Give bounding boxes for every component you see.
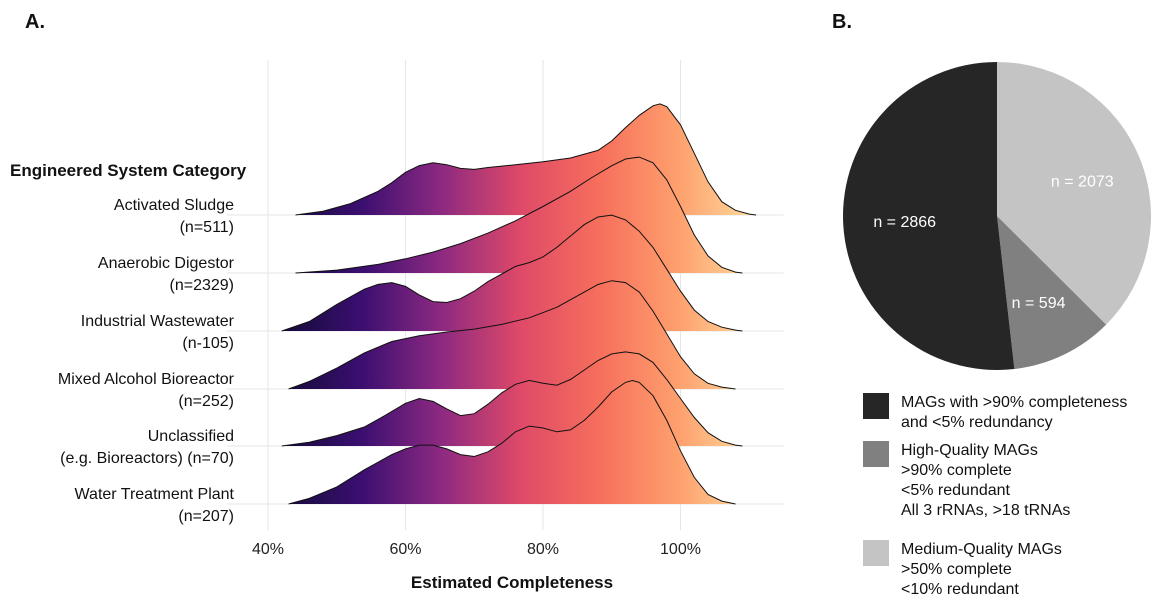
category-count-1: (n=2329) <box>170 277 235 294</box>
category-count-5: (n=207) <box>178 508 234 525</box>
x-axis-ticks: 40% 60% 80% 100% <box>252 541 701 558</box>
x-tick-label-1: 60% <box>389 541 421 558</box>
pie-slice-0 <box>843 62 1015 370</box>
pie-slice-label-2: n = 2073 <box>1051 174 1114 191</box>
legend-text-1-2: <5% redundant <box>901 482 1011 499</box>
ridgeline-plot <box>281 103 757 505</box>
pie-slice-1 <box>997 216 1107 370</box>
ridge-area-5 <box>288 380 736 504</box>
pie-legend: MAGs with >90% completeness and <5% redun… <box>863 393 1127 598</box>
ridge-line-0 <box>295 103 757 216</box>
legend-swatch-1 <box>863 441 889 467</box>
ridgeline-x-axis-title: Estimated Completeness <box>411 573 613 592</box>
category-label-1: Anaerobic Digestor <box>98 255 235 272</box>
category-count-3: (n=252) <box>178 393 234 410</box>
panel-b-letter: B. <box>832 11 852 33</box>
legend-text-2-1: >50% complete <box>901 561 1012 578</box>
ridge-line-2 <box>281 214 743 332</box>
ridge-line-5 <box>288 379 736 505</box>
legend-text-1-1: >90% complete <box>901 462 1012 479</box>
category-label-0: Activated Sludge <box>114 197 234 214</box>
ridgeline-y-axis-title: Engineered System Category <box>10 161 247 180</box>
ridge-area-0 <box>295 103 757 215</box>
legend-text-1-0: High-Quality MAGs <box>901 442 1038 459</box>
pie-slice-2 <box>997 61 1152 325</box>
x-tick-label-3: 100% <box>660 541 701 558</box>
legend-text-0-0: MAGs with >90% completeness <box>901 394 1127 411</box>
legend-swatch-2 <box>863 540 889 566</box>
ridge-line-1 <box>295 156 743 274</box>
category-count-4: (e.g. Bioreactors) (n=70) <box>60 450 234 467</box>
legend-text-1-3: All 3 rRNAs, >18 tRNAs <box>901 502 1070 519</box>
pie-chart: n = 2073 n = 594 n = 2866 <box>843 61 1152 370</box>
legend-text-2-2: <10% redundant <box>901 581 1019 598</box>
category-label-3: Mixed Alcohol Bioreactor <box>58 371 235 388</box>
category-count-0: (n=511) <box>180 219 234 236</box>
category-labels: Activated Sludge (n=511) Anaerobic Digesto… <box>58 197 235 525</box>
ridge-line-3 <box>288 280 736 390</box>
category-count-2: (n-105) <box>182 335 234 352</box>
pie-slice-label-0: n = 2866 <box>873 214 936 231</box>
category-label-5: Water Treatment Plant <box>75 486 235 503</box>
category-label-4: Unclassified <box>148 428 234 445</box>
category-label-2: Industrial Wastewater <box>81 313 235 330</box>
panel-a-letter: A. <box>25 11 45 33</box>
x-tick-label-0: 40% <box>252 541 284 558</box>
pie-slice-label-1: n = 594 <box>1012 295 1066 312</box>
legend-text-0-1: and <5% redundancy <box>901 414 1053 431</box>
ridge-line-4 <box>281 351 743 447</box>
legend-swatch-0 <box>863 393 889 419</box>
x-tick-label-2: 80% <box>527 541 559 558</box>
legend-text-2-0: Medium-Quality MAGs <box>901 541 1062 558</box>
